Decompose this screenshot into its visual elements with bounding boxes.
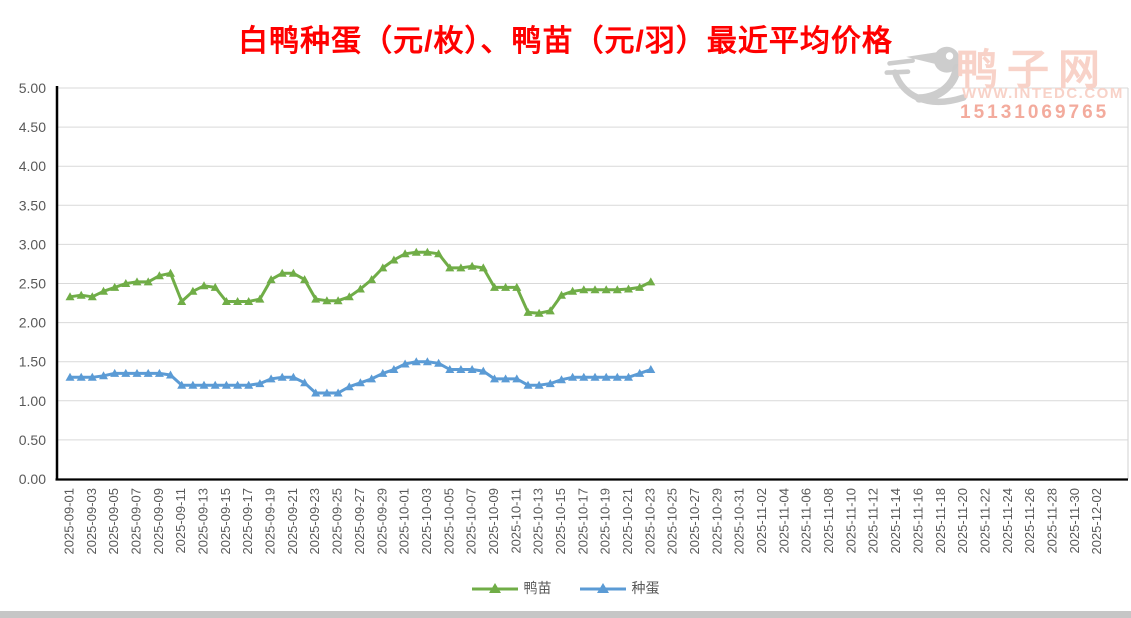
svg-text:2025-11-20: 2025-11-20 bbox=[955, 488, 970, 554]
svg-text:2025-10-23: 2025-10-23 bbox=[642, 488, 657, 555]
svg-text:2025-10-05: 2025-10-05 bbox=[441, 488, 456, 554]
svg-text:0.00: 0.00 bbox=[19, 471, 46, 487]
svg-text:2025-09-27: 2025-09-27 bbox=[352, 488, 367, 555]
svg-text:2025-09-29: 2025-09-29 bbox=[374, 488, 389, 555]
svg-text:2.00: 2.00 bbox=[19, 315, 46, 331]
svg-text:2025-11-16: 2025-11-16 bbox=[910, 488, 925, 554]
svg-text:2025-09-11: 2025-09-11 bbox=[173, 488, 188, 554]
svg-text:2025-09-17: 2025-09-17 bbox=[240, 488, 255, 555]
gridlines bbox=[57, 87, 1129, 479]
svg-text:2025-11-04: 2025-11-04 bbox=[776, 488, 791, 554]
svg-text:2025-10-31: 2025-10-31 bbox=[732, 488, 747, 555]
svg-text:2025-11-28: 2025-11-28 bbox=[1044, 488, 1059, 554]
svg-text:2025-09-21: 2025-09-21 bbox=[285, 488, 300, 555]
svg-text:2025-09-23: 2025-09-23 bbox=[307, 488, 322, 555]
svg-text:2025-09-25: 2025-09-25 bbox=[330, 488, 345, 555]
svg-text:2025-11-30: 2025-11-30 bbox=[1067, 488, 1082, 554]
svg-text:2025-11-26: 2025-11-26 bbox=[1022, 488, 1037, 554]
svg-text:2025-11-22: 2025-11-22 bbox=[977, 488, 992, 554]
svg-text:5.00: 5.00 bbox=[19, 80, 46, 96]
svg-text:2025-10-19: 2025-10-19 bbox=[598, 488, 613, 555]
svg-text:2025-11-18: 2025-11-18 bbox=[933, 488, 948, 554]
svg-text:2025-10-03: 2025-10-03 bbox=[419, 488, 434, 555]
svg-text:2025-09-07: 2025-09-07 bbox=[129, 488, 144, 555]
legend-label-duckling: 鸭苗 bbox=[523, 580, 552, 596]
svg-text:2025-11-10: 2025-11-10 bbox=[843, 488, 858, 554]
svg-text:2025-11-24: 2025-11-24 bbox=[1000, 488, 1015, 554]
svg-text:2025-09-09: 2025-09-09 bbox=[151, 488, 166, 555]
chart-title: 白鸭种蛋（元/枚）、鸭苗（元/羽）最近平均价格 bbox=[238, 25, 893, 58]
svg-text:2025-10-17: 2025-10-17 bbox=[575, 488, 590, 555]
svg-text:2.50: 2.50 bbox=[19, 276, 46, 292]
svg-text:2025-09-15: 2025-09-15 bbox=[218, 488, 233, 555]
legend-item-duckling: 鸭苗 bbox=[471, 578, 552, 598]
chart-legend: 鸭苗 种蛋 bbox=[471, 578, 660, 598]
svg-text:2025-10-27: 2025-10-27 bbox=[687, 488, 702, 555]
svg-text:2025-11-12: 2025-11-12 bbox=[866, 488, 881, 554]
svg-text:2025-10-13: 2025-10-13 bbox=[531, 488, 546, 555]
axes bbox=[55, 86, 1128, 481]
y-axis-tick-labels: 0.00 0.50 1.00 1.50 2.00 2.50 3.00 3.50 4.00 4.50… bbox=[19, 80, 46, 487]
duckling-line-marker-icon bbox=[471, 583, 518, 593]
series-duckling bbox=[65, 247, 656, 317]
bottom-edge-strip bbox=[0, 611, 1131, 618]
svg-text:2025-12-02: 2025-12-02 bbox=[1089, 488, 1104, 555]
svg-text:2025-09-19: 2025-09-19 bbox=[263, 488, 278, 555]
svg-text:3.50: 3.50 bbox=[19, 197, 46, 213]
svg-text:3.00: 3.00 bbox=[19, 236, 46, 252]
svg-text:2025-09-01: 2025-09-01 bbox=[62, 488, 77, 555]
x-axis-tick-labels: 2025-09-01 2025-09-03 2025-09-05 2025-09-07… bbox=[62, 488, 1105, 555]
series-egg bbox=[65, 357, 656, 397]
svg-text:2025-10-11: 2025-10-11 bbox=[508, 488, 523, 554]
svg-text:1.50: 1.50 bbox=[19, 354, 46, 370]
svg-text:2025-10-09: 2025-10-09 bbox=[486, 488, 501, 555]
legend-item-egg: 种蛋 bbox=[579, 578, 660, 598]
svg-text:2025-09-05: 2025-09-05 bbox=[106, 488, 121, 555]
svg-text:2025-10-07: 2025-10-07 bbox=[464, 488, 479, 555]
svg-text:2025-10-29: 2025-10-29 bbox=[709, 488, 724, 555]
svg-text:2025-11-06: 2025-11-06 bbox=[799, 488, 814, 554]
svg-text:2025-09-13: 2025-09-13 bbox=[196, 488, 211, 555]
svg-text:2025-10-25: 2025-10-25 bbox=[665, 488, 680, 555]
svg-text:2025-09-03: 2025-09-03 bbox=[84, 488, 99, 555]
svg-text:2025-11-02: 2025-11-02 bbox=[754, 488, 769, 554]
svg-text:4.00: 4.00 bbox=[19, 158, 46, 174]
svg-text:4.50: 4.50 bbox=[19, 119, 46, 135]
svg-text:2025-10-15: 2025-10-15 bbox=[553, 488, 568, 555]
svg-text:2025-10-21: 2025-10-21 bbox=[620, 488, 635, 555]
svg-text:1.00: 1.00 bbox=[19, 393, 46, 409]
legend-label-egg: 种蛋 bbox=[631, 580, 660, 596]
svg-text:2025-11-14: 2025-11-14 bbox=[888, 488, 903, 554]
svg-text:2025-11-08: 2025-11-08 bbox=[821, 488, 836, 554]
svg-text:2025-10-01: 2025-10-01 bbox=[397, 488, 412, 555]
egg-line-marker-icon bbox=[579, 583, 626, 593]
svg-text:0.50: 0.50 bbox=[19, 432, 46, 448]
